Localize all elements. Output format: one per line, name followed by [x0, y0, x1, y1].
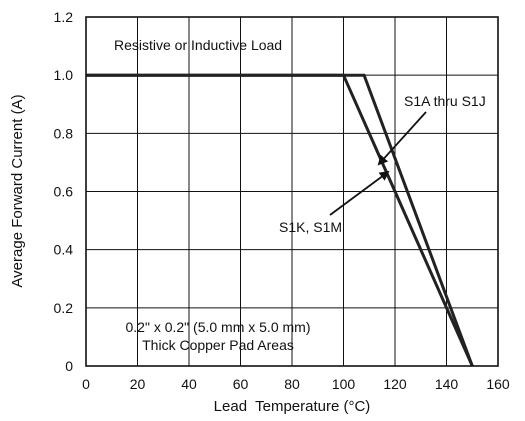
series-label-s1a-s1j: S1A thru S1J	[404, 93, 486, 109]
x-tick-label-2: 40	[181, 376, 197, 392]
series-line-1	[86, 73, 474, 367]
y-axis-ticks: 0 0.2 0.4 0.6 0.8 1.0 1.2	[54, 9, 74, 374]
y-tick-label-2: 0.4	[54, 242, 74, 258]
plot-frame	[85, 16, 499, 367]
y-tick-label-4: 0.8	[54, 125, 74, 141]
x-axis-title: Lead Temperature (°C)	[214, 398, 371, 415]
series-label-s1k-s1m: S1K, S1M	[279, 219, 342, 235]
x-tick-label-1: 20	[130, 376, 146, 392]
y-axis-title: Average Forward Current (A)	[9, 94, 26, 287]
y-tick-label-5: 1.0	[54, 67, 74, 83]
pad-note-line-1: 0.2" x 0.2" (5.0 mm x 5.0 mm)	[126, 319, 311, 335]
y-tick-label-3: 0.6	[54, 184, 74, 200]
series-arrow-s1k-s1m	[329, 170, 390, 216]
y-tick-label-0: 0	[65, 358, 73, 374]
x-tick-label-5: 100	[332, 376, 356, 392]
x-tick-label-4: 80	[284, 376, 300, 392]
x-tick-label-3: 60	[233, 376, 249, 392]
x-tick-label-8: 160	[486, 376, 510, 392]
x-tick-label-0: 0	[82, 376, 90, 392]
load-note: Resistive or Inductive Load	[114, 37, 282, 53]
pad-note-line-2: Thick Copper Pad Areas	[142, 337, 294, 353]
y-tick-label-1: 0.2	[54, 300, 74, 316]
series-arrow-s1a-s1j	[377, 111, 427, 166]
y-tick-label-6: 1.2	[54, 9, 74, 25]
series-layer	[86, 73, 474, 367]
x-axis-ticks: 0 20 40 60 80 100 120 140 160	[82, 376, 510, 392]
x-tick-label-7: 140	[435, 376, 459, 392]
x-tick-label-6: 120	[383, 376, 407, 392]
